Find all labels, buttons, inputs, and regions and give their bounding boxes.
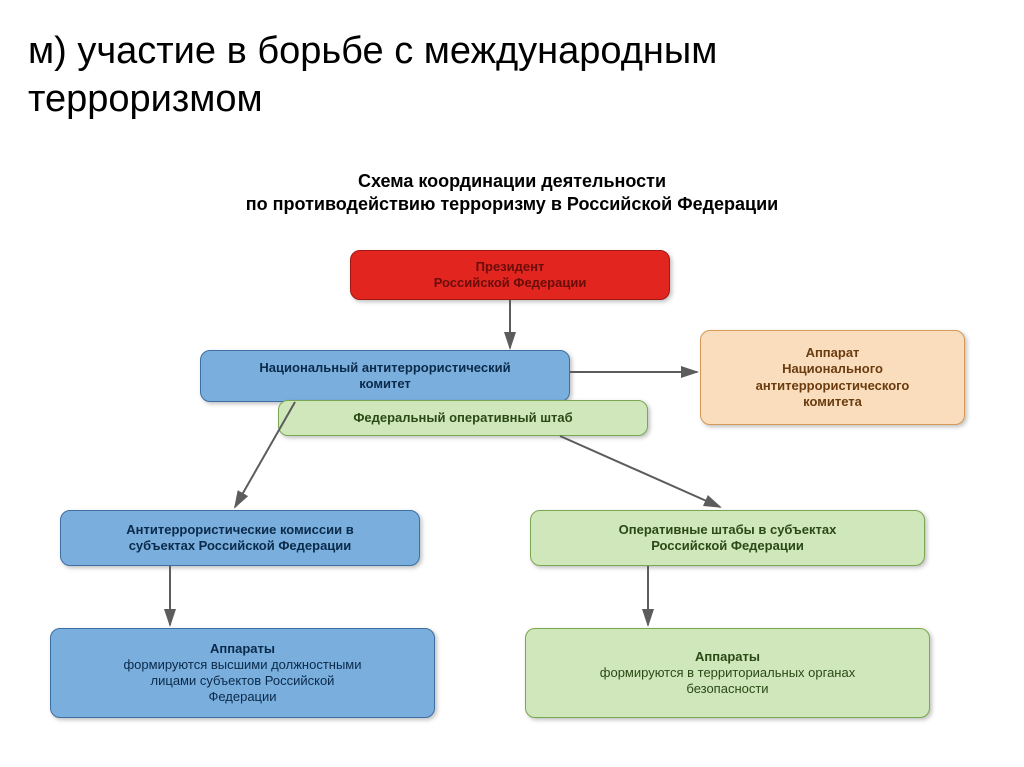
node-apparatus-right: Аппараты формируются в территориальных о… [525,628,930,718]
nak-line2: комитет [359,376,411,391]
fed-line1: Федеральный оперативный штаб [353,410,572,426]
nak-line1: Национальный антитеррористический [259,360,510,375]
node-president: Президент Российской Федерации [350,250,670,300]
chart-title-line1: Схема координации деятельности [358,171,666,191]
page-title: м) участие в борьбе с международным терр… [28,28,928,123]
node-atk-subjects: Антитеррористические комиссии в субъекта… [60,510,420,566]
appl-sub3: Федерации [123,689,361,705]
node-op-staff-subjects: Оперативные штабы в субъектах Российской… [530,510,925,566]
arrow [560,436,720,507]
chart-title: Схема координации деятельности по против… [0,170,1024,217]
node-apparatus-nak: Аппарат Национального антитеррористическ… [700,330,965,425]
appnak-line2: Национального [782,361,883,376]
president-line1: Президент [476,259,545,274]
appnak-line1: Аппарат [806,345,860,360]
appnak-line4: комитета [803,394,862,409]
node-apparatus-left: Аппараты формируются высшими должностным… [50,628,435,718]
atk-line2: субъектах Российской Федерации [129,538,352,553]
appr-title: Аппараты [695,649,760,664]
ops-line2: Российской Федерации [651,538,804,553]
appr-sub2: безопасности [600,681,855,697]
appnak-line3: антитеррористического [756,378,910,393]
atk-line1: Антитеррористические комиссии в [126,522,353,537]
node-federal-staff: Федеральный оперативный штаб [278,400,648,436]
appl-title: Аппараты [210,641,275,656]
node-nak: Национальный антитеррористический комите… [200,350,570,402]
appr-sub1: формируются в территориальных органах [600,665,855,681]
appl-sub1: формируются высшими должностными [123,657,361,673]
chart-title-line2: по противодействию терроризму в Российск… [246,194,778,214]
ops-line1: Оперативные штабы в субъектах [619,522,837,537]
appl-sub2: лицами субъектов Российской [123,673,361,689]
president-line2: Российской Федерации [434,275,587,290]
